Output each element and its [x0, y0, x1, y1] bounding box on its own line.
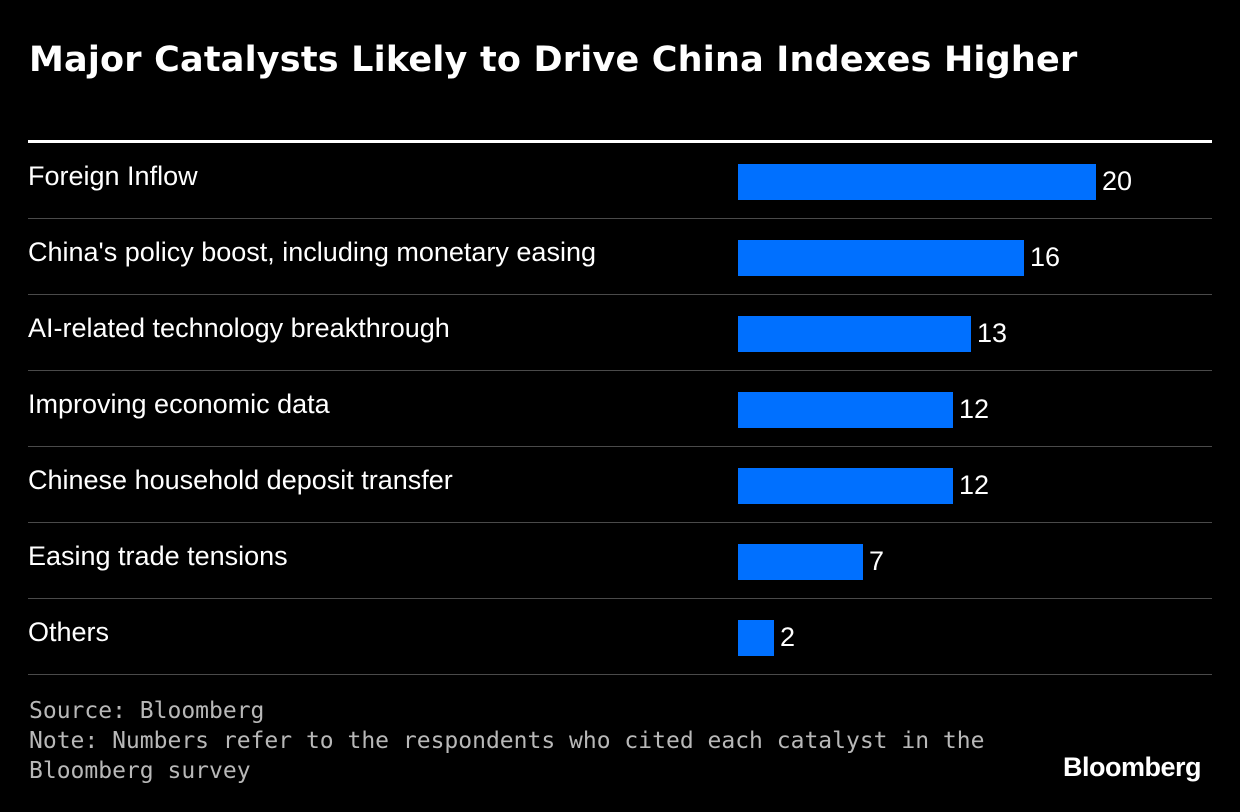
source-note: Source: Bloomberg: [29, 698, 265, 724]
bar: [738, 544, 863, 580]
bar: [738, 164, 1096, 200]
chart-row: Easing trade tensions 7: [28, 523, 1212, 599]
chart-row: China's policy boost, including monetary…: [28, 219, 1212, 295]
value-label: 13: [977, 318, 1008, 348]
value-label: 12: [959, 470, 990, 500]
survey-note-line-1: Note: Numbers refer to the respondents w…: [29, 728, 985, 754]
title-divider: [28, 140, 1212, 143]
category-label: Foreign Inflow: [28, 161, 198, 191]
chart-title: Major Catalysts Likely to Drive China In…: [29, 40, 1078, 80]
value-label: 20: [1102, 166, 1133, 196]
value-label: 16: [1030, 242, 1061, 272]
chart-row: Improving economic data 12: [28, 371, 1212, 447]
bar: [738, 468, 953, 504]
bar-chart: Foreign Inflow 20 China's policy boost, in…: [28, 143, 1212, 675]
category-label: Easing trade tensions: [28, 541, 288, 571]
category-label: Improving economic data: [28, 389, 330, 419]
bloomberg-logo: Bloomberg: [1062, 752, 1202, 782]
chart-row: Others 2: [28, 599, 1212, 675]
bar: [738, 620, 774, 656]
value-label: 2: [780, 622, 796, 652]
value-label: 12: [959, 394, 990, 424]
chart-row: AI-related technology breakthrough 13: [28, 295, 1212, 371]
chart-row: Chinese household deposit transfer 12: [28, 447, 1212, 523]
bar: [738, 392, 953, 428]
value-label: 7: [869, 546, 885, 576]
category-label: Chinese household deposit transfer: [28, 465, 453, 495]
category-label: Others: [28, 617, 110, 647]
category-label: AI-related technology breakthrough: [28, 313, 450, 343]
category-label: China's policy boost, including monetary…: [28, 237, 596, 267]
survey-note-line-2: Bloomberg survey: [29, 758, 251, 784]
chart-row: Foreign Inflow 20: [28, 143, 1212, 219]
bar: [738, 316, 971, 352]
bar: [738, 240, 1024, 276]
